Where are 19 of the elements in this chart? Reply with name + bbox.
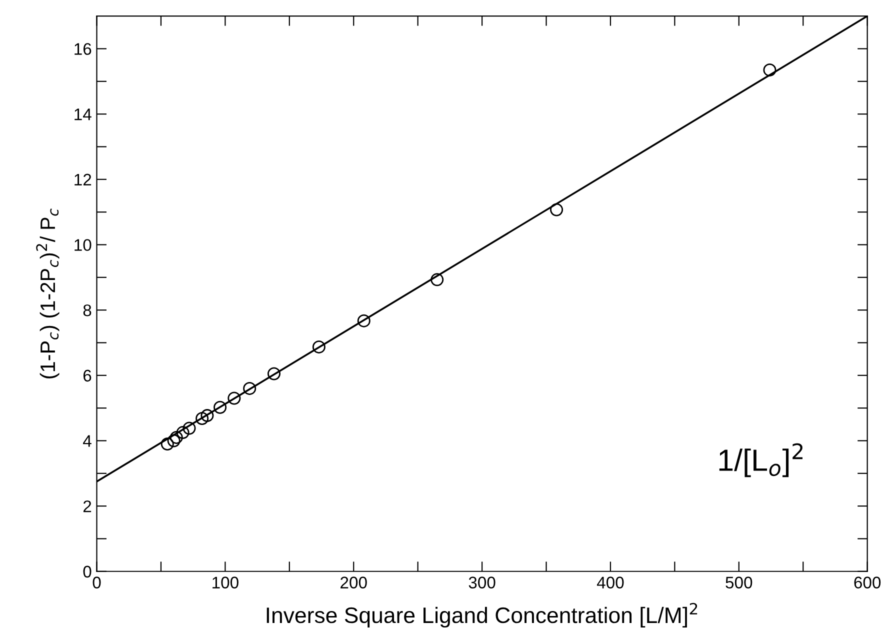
x-tick-label: 400 bbox=[596, 576, 624, 588]
y-tick-label: 16 bbox=[74, 43, 92, 55]
y-tick-label: 14 bbox=[74, 108, 92, 120]
x-tick-label: 500 bbox=[726, 576, 752, 588]
x-axis-title: Inverse Square Ligand Concentration [L/M]$^{2}$ bbox=[266, 602, 698, 628]
y-tick-label: 4 bbox=[83, 435, 92, 447]
x-tick-label: 200 bbox=[340, 576, 367, 588]
x-tick-label: 0 bbox=[92, 576, 101, 588]
x-tick-label: 600 bbox=[854, 576, 881, 588]
annotation: 1/[L$_{o}$]$^{2}$ bbox=[719, 443, 802, 478]
y-tick-label: 8 bbox=[83, 304, 92, 316]
y-tick-label: 2 bbox=[83, 500, 92, 512]
y-tick-label: 6 bbox=[83, 370, 92, 382]
y-tick-label: 0 bbox=[83, 566, 92, 578]
y-tick-label: 10 bbox=[74, 239, 92, 251]
y-tick-label: 12 bbox=[74, 174, 92, 186]
y-axis-title: (1-P$_{c}$) (1-2P$_{c}$)$^{2}$/ P$_{c}$ bbox=[36, 208, 60, 378]
x-tick-label: 100 bbox=[212, 576, 238, 588]
x-tick-label: 300 bbox=[468, 576, 496, 588]
